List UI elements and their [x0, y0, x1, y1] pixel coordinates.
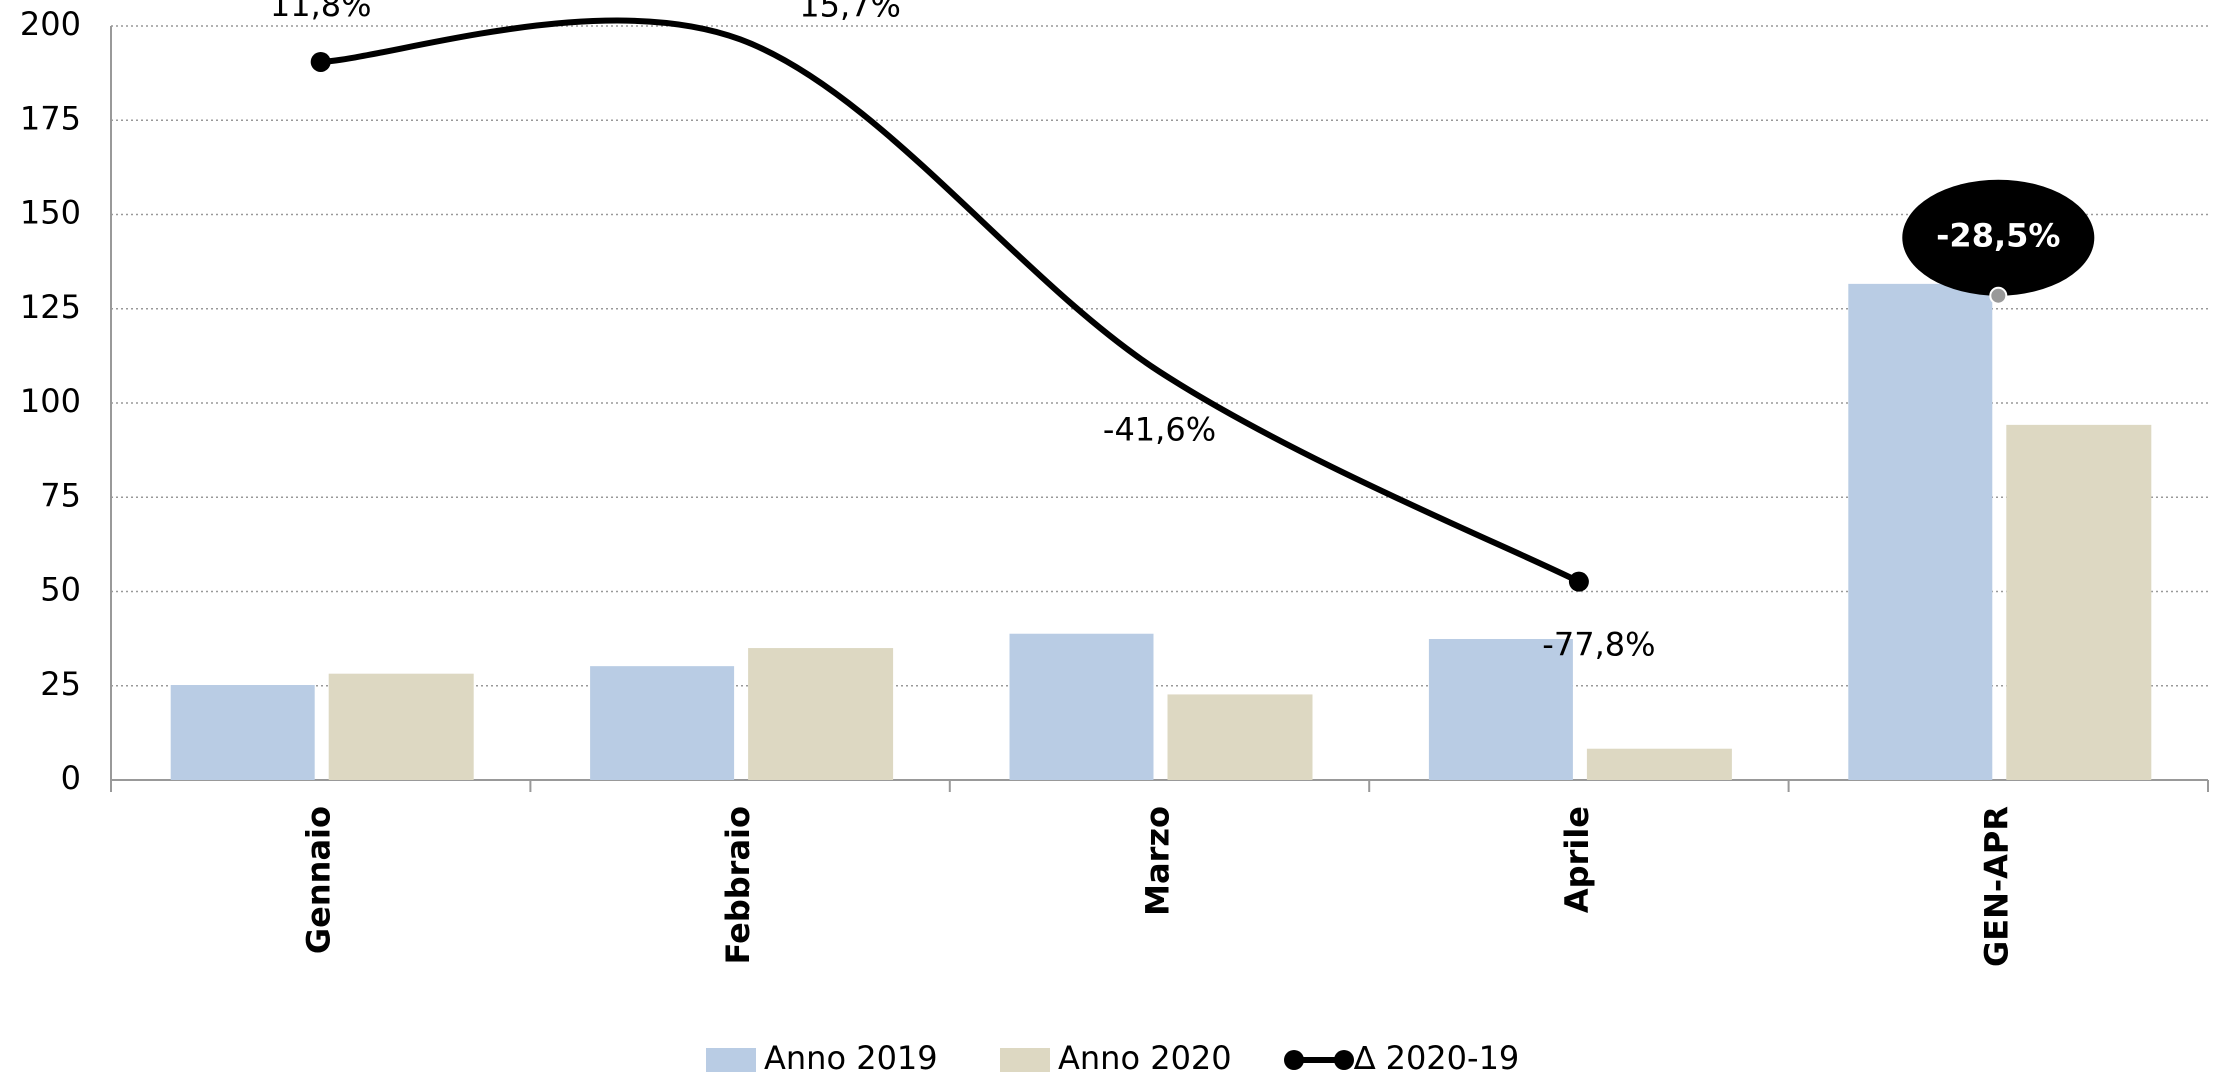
- legend-label: ∆ 2020-19: [1353, 1039, 1519, 1077]
- y-tick-label: 150: [20, 194, 81, 232]
- legend-swatch: [1000, 1048, 1050, 1072]
- bar: [1428, 639, 1573, 780]
- legend-swatch: [706, 1048, 756, 1072]
- line-point: [1568, 571, 1589, 592]
- bar: [170, 684, 315, 780]
- data-label: -77,8%: [1542, 626, 1655, 664]
- y-tick-label: 0: [61, 759, 81, 797]
- x-tick-label: GEN-APR: [1977, 806, 2015, 967]
- bar: [2006, 424, 2152, 780]
- bar: [1586, 748, 1732, 780]
- data-label: 11,8%: [270, 0, 372, 24]
- line-point: [310, 51, 331, 72]
- data-label: -41,6%: [1103, 411, 1216, 449]
- y-tick-label: 175: [20, 99, 81, 137]
- bar: [328, 673, 474, 780]
- legend-label: Anno 2020: [1058, 1039, 1232, 1077]
- line-point: [1989, 286, 2008, 305]
- legend-label: Anno 2019: [764, 1039, 938, 1077]
- x-tick-label: Febbraio: [719, 806, 757, 964]
- data-label: -28,5%: [1936, 217, 2060, 255]
- legend-swatch: [1334, 1050, 1354, 1070]
- y-tick-label: 100: [20, 382, 81, 420]
- x-tick-label: Aprile: [1558, 806, 1596, 913]
- bar: [1167, 694, 1313, 780]
- y-tick-label: 200: [20, 5, 81, 43]
- y-tick-label: 125: [20, 288, 81, 326]
- bar: [590, 666, 735, 780]
- bar: [1848, 283, 1993, 780]
- line: [320, 17, 1581, 585]
- bar: [1009, 633, 1154, 780]
- legend-swatch: [1284, 1050, 1304, 1070]
- callout-bubble: [1902, 179, 2095, 296]
- y-tick-label: 50: [40, 571, 81, 609]
- data-label: 15,7%: [799, 0, 901, 24]
- y-tick-label: 75: [40, 476, 81, 514]
- y-tick-label: 25: [40, 665, 81, 703]
- bar: [748, 648, 894, 780]
- x-tick-label: Marzo: [1139, 806, 1177, 916]
- x-tick-label: Gennaio: [300, 806, 338, 954]
